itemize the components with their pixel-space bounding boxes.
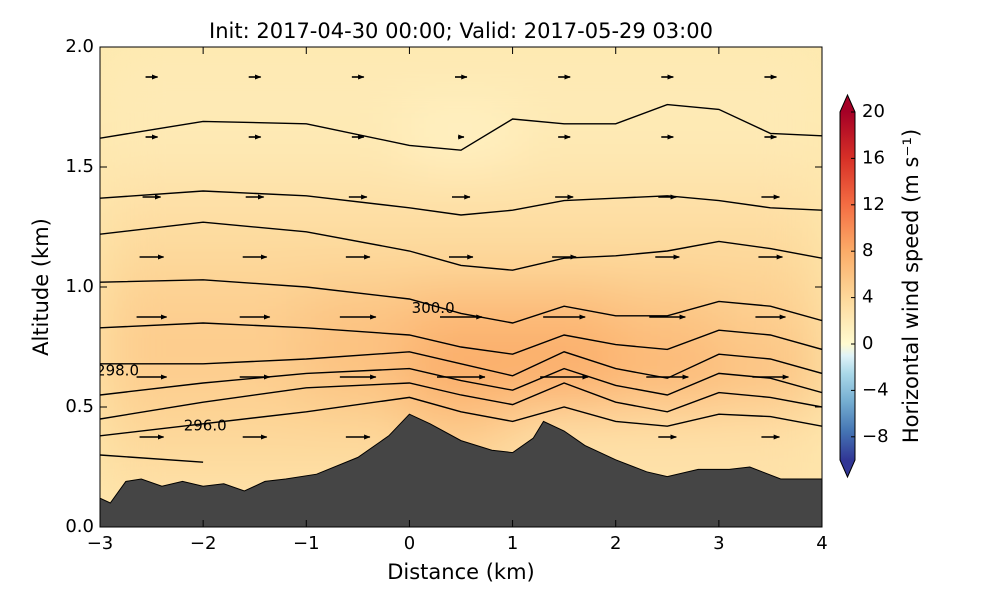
isentrope (100, 396, 822, 437)
colorbar-tick-label: −4 (862, 379, 889, 400)
contour-label: 298.0 (96, 362, 139, 380)
x-tick-label: −1 (293, 533, 320, 554)
x-tick-label: 2 (610, 533, 621, 554)
terrain (100, 413, 822, 527)
y-tick-label: 1.5 (65, 156, 94, 177)
colorbar-tick-label: 20 (862, 101, 885, 122)
x-tick-label: 1 (507, 533, 518, 554)
x-tick-label: 3 (713, 533, 724, 554)
colorbar (840, 112, 855, 460)
x-tick-label: 0 (404, 533, 415, 554)
colorbar-tick-label: 0 (862, 333, 873, 354)
isentrope (100, 221, 822, 271)
isentrope (100, 351, 822, 379)
y-tick-label: 0.5 (65, 396, 94, 417)
terrain-line (100, 413, 822, 504)
chart-title: Init: 2017-04-30 00:00; Valid: 2017-05-2… (209, 19, 713, 43)
isentrope (100, 367, 822, 396)
colorbar-tick-label: 12 (862, 194, 885, 215)
colorbar-tick-label: 4 (862, 287, 873, 308)
contour-label: 300.0 (412, 299, 455, 317)
terrain-fill (100, 414, 822, 527)
plot-area: 300.0 298.0 296.0 (96, 47, 822, 527)
x-tick-label: −2 (190, 533, 217, 554)
isentrope (100, 454, 204, 463)
colorbar-label: Horizontal wind speed (m s⁻¹) (899, 129, 923, 443)
x-tick-label: 4 (816, 533, 827, 554)
colorbar-frame (839, 93, 856, 479)
isentrope (100, 190, 822, 216)
y-axis-label: Altitude (km) (29, 218, 53, 356)
colorbar-extend (840, 95, 855, 112)
x-axis-label: Distance (km) (387, 560, 535, 584)
colorbar-tick-label: −8 (862, 426, 889, 447)
x-tick-label: −3 (87, 533, 114, 554)
y-tick-label: 2.0 (65, 36, 94, 57)
colorbar-tick-label: 16 (862, 147, 885, 168)
isentrope (100, 322, 822, 355)
contour-label: 296.0 (184, 417, 227, 435)
colorbar-tick-label: 8 (862, 240, 873, 261)
isentrope (100, 279, 822, 324)
isentrope (100, 103, 822, 151)
colorbar-extend (840, 460, 855, 477)
isentropes: 300.0 298.0 296.0 (96, 103, 822, 463)
isentrope (100, 382, 822, 420)
y-tick-label: 1.0 (65, 276, 94, 297)
y-tick-label: 0.0 (65, 516, 94, 537)
